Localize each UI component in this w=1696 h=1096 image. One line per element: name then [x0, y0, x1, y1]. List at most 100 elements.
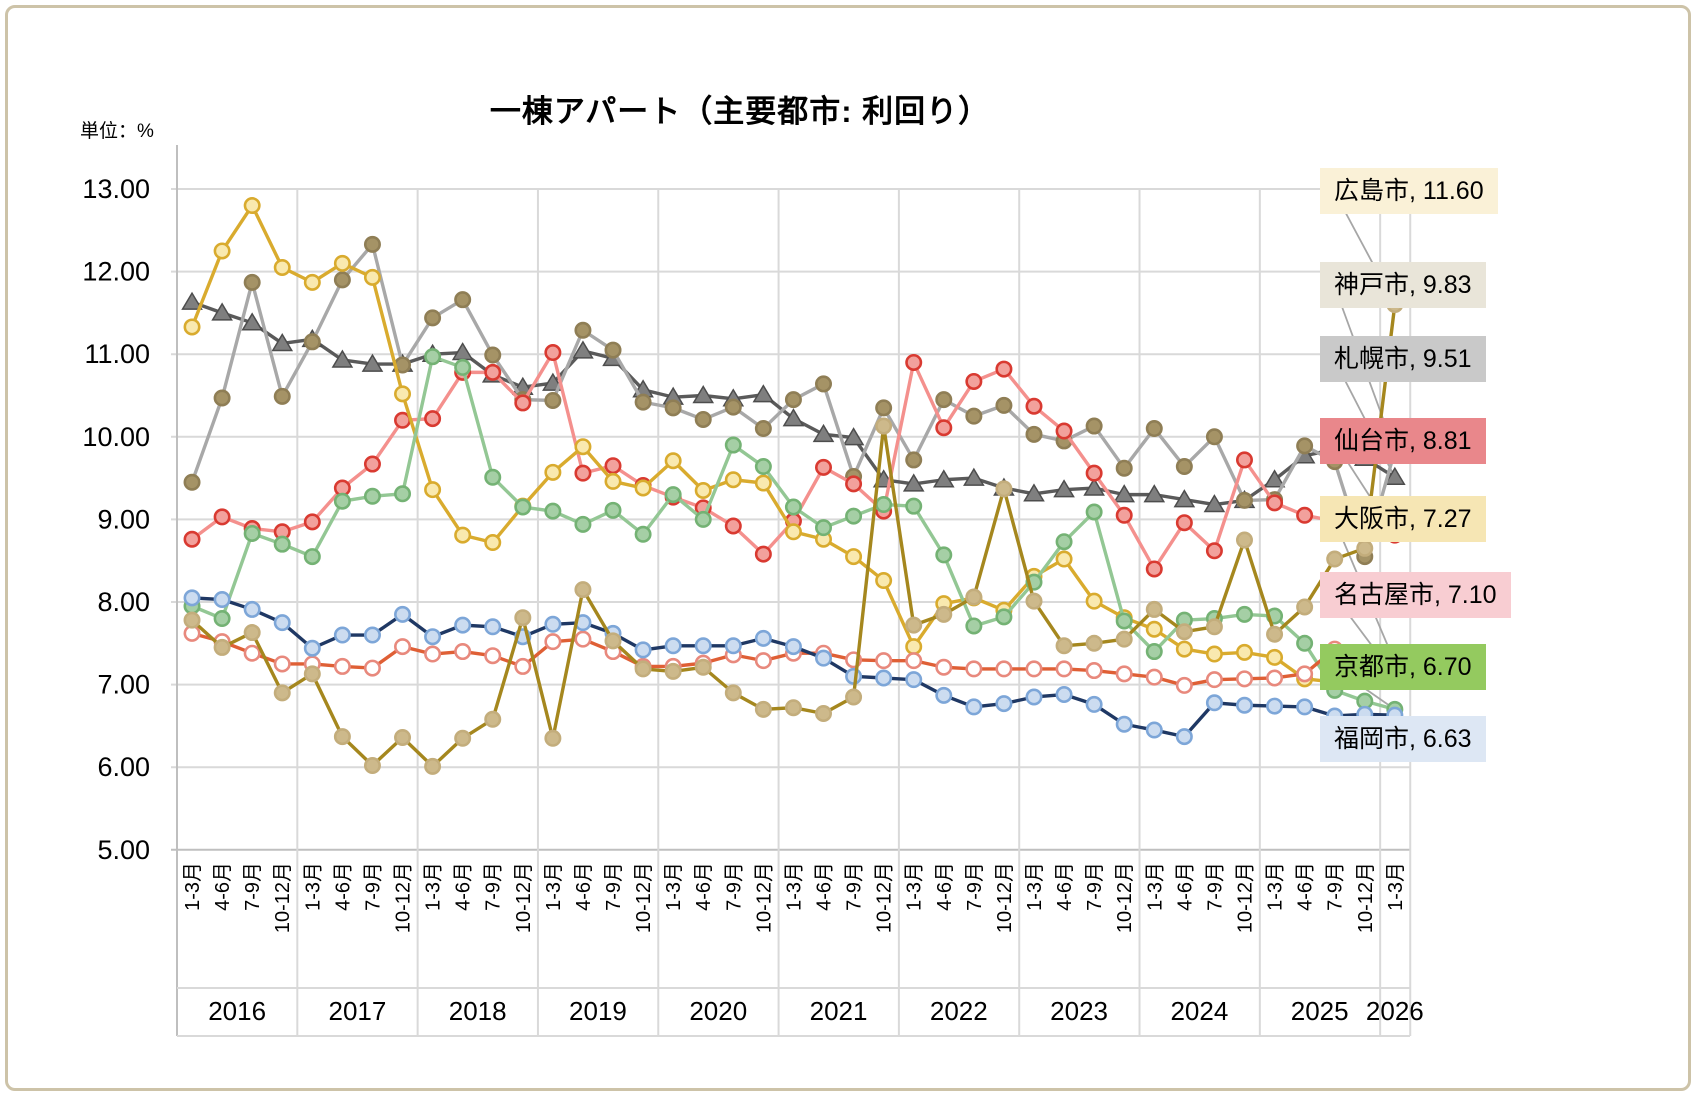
marker-circle-神戸市	[333, 271, 351, 289]
marker-circle-京都市	[213, 610, 231, 628]
marker-circle-広島市	[995, 480, 1013, 498]
marker-circle-福岡市	[815, 649, 833, 667]
marker-circle-名古屋市	[1235, 670, 1253, 688]
marker-circle-仙台市	[484, 363, 502, 381]
unit-label: 単位：%	[80, 121, 154, 142]
marker-circle-神戸市	[303, 333, 321, 351]
marker-circle-福岡市	[694, 637, 712, 655]
y-tick-label: 10.00	[82, 422, 150, 452]
marker-circle-広島市	[905, 616, 923, 634]
marker-circle-広島市	[514, 609, 532, 627]
marker-circle-名古屋市	[1205, 671, 1223, 689]
marker-circle-名古屋市	[514, 657, 532, 675]
marker-circle-神戸市	[965, 407, 983, 425]
marker-circle-大阪市	[1085, 592, 1103, 610]
callout-label-kobe: 神戸市, 9.83	[1320, 262, 1486, 308]
quarter-tick-label: 4-6月	[934, 862, 956, 911]
marker-triangle-札幌市	[782, 408, 805, 427]
marker-circle-大阪市	[363, 268, 381, 286]
marker-circle-大阪市	[213, 242, 231, 260]
marker-circle-神戸市	[634, 393, 652, 411]
marker-circle-神戸市	[1085, 417, 1103, 435]
marker-circle-大阪市	[905, 638, 923, 656]
marker-circle-福岡市	[1055, 686, 1073, 704]
callout-label-sendai: 仙台市, 8.81	[1320, 418, 1486, 464]
quarter-tick-label: 7-9月	[844, 862, 866, 911]
marker-circle-仙台市	[1145, 560, 1163, 578]
marker-circle-仙台市	[1266, 494, 1284, 512]
marker-circle-仙台市	[1025, 397, 1043, 415]
quarter-tick-label: 4-6月	[573, 862, 595, 911]
marker-triangle-札幌市	[752, 384, 775, 403]
marker-circle-京都市	[664, 486, 682, 504]
year-label: 2016	[208, 996, 266, 1026]
year-label: 2019	[569, 996, 627, 1026]
marker-triangle-札幌市	[1173, 489, 1196, 508]
year-label: 2020	[689, 996, 747, 1026]
quarter-tick-label: 1-3月	[1385, 862, 1407, 911]
marker-circle-神戸市	[784, 391, 802, 409]
marker-circle-福岡市	[905, 671, 923, 689]
marker-circle-広島市	[273, 684, 291, 702]
marker-circle-仙台市	[213, 508, 231, 526]
marker-circle-福岡市	[484, 618, 502, 636]
marker-circle-神戸市	[1296, 437, 1314, 455]
quarter-tick-label: 10-12月	[393, 862, 415, 933]
y-tick-label: 12.00	[82, 257, 150, 287]
marker-circle-仙台市	[604, 457, 622, 475]
marker-circle-京都市	[845, 507, 863, 525]
marker-circle-名古屋市	[995, 660, 1013, 678]
marker-circle-福岡市	[1266, 697, 1284, 715]
marker-circle-京都市	[935, 546, 953, 564]
marker-circle-神戸市	[875, 399, 893, 417]
marker-circle-福岡市	[303, 639, 321, 657]
marker-circle-福岡市	[664, 637, 682, 655]
marker-circle-京都市	[514, 498, 532, 516]
marker-circle-仙台市	[303, 513, 321, 531]
marker-circle-大阪市	[604, 472, 622, 490]
marker-circle-名古屋市	[754, 652, 772, 670]
marker-circle-広島市	[724, 684, 742, 702]
y-tick-label: 11.00	[84, 339, 150, 369]
marker-circle-福岡市	[333, 626, 351, 644]
marker-triangle-札幌市	[1113, 484, 1136, 503]
marker-circle-大阪市	[784, 523, 802, 541]
marker-circle-神戸市	[574, 321, 592, 339]
marker-circle-神戸市	[754, 420, 772, 438]
marker-circle-広島市	[243, 624, 261, 642]
year-label: 2022	[930, 996, 988, 1026]
marker-circle-大阪市	[333, 254, 351, 272]
marker-circle-福岡市	[875, 669, 893, 687]
marker-circle-京都市	[875, 496, 893, 514]
quarter-tick-label: 7-9月	[603, 862, 625, 911]
marker-circle-仙台市	[815, 458, 833, 476]
marker-circle-福岡市	[1115, 715, 1133, 733]
marker-circle-京都市	[694, 510, 712, 528]
y-tick-label: 9.00	[97, 504, 150, 534]
marker-triangle-札幌市	[842, 427, 865, 446]
marker-circle-仙台市	[1235, 451, 1253, 469]
marker-circle-神戸市	[243, 273, 261, 291]
quarter-tick-label: 10-12月	[1355, 862, 1377, 933]
marker-circle-京都市	[815, 519, 833, 537]
marker-circle-京都市	[454, 358, 472, 376]
marker-circle-福岡市	[1235, 696, 1253, 714]
marker-triangle-札幌市	[271, 332, 294, 352]
marker-circle-大阪市	[484, 534, 502, 552]
marker-circle-神戸市	[604, 341, 622, 359]
marker-circle-名古屋市	[454, 643, 472, 661]
marker-circle-名古屋市	[484, 647, 502, 665]
marker-circle-福岡市	[1175, 728, 1193, 746]
marker-circle-京都市	[604, 501, 622, 519]
marker-circle-福岡市	[213, 591, 231, 609]
marker-circle-京都市	[1296, 634, 1314, 652]
marker-circle-京都市	[303, 548, 321, 566]
callout-label-fukuoka: 福岡市, 6.63	[1320, 716, 1486, 762]
quarter-tick-label: 4-6月	[693, 862, 715, 911]
callout-label-nagoya: 名古屋市, 7.10	[1320, 572, 1511, 618]
marker-circle-神戸市	[363, 235, 381, 253]
marker-triangle-札幌市	[963, 467, 985, 486]
marker-circle-神戸市	[1145, 420, 1163, 438]
quarter-tick-label: 1-3月	[904, 862, 926, 911]
marker-circle-仙台市	[183, 530, 201, 548]
